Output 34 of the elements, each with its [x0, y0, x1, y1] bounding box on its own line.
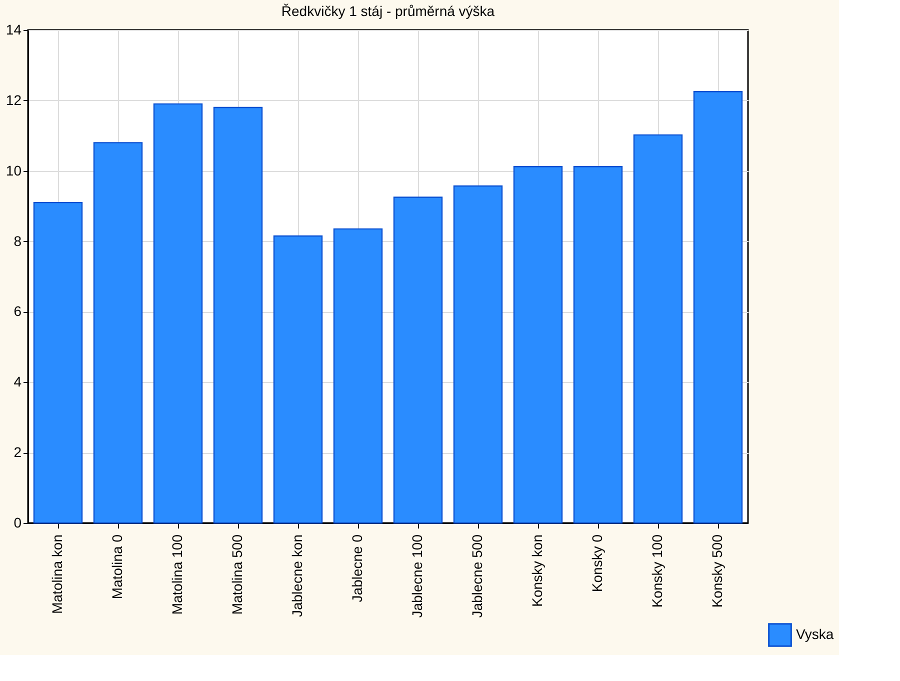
x-tick-label: Matolina kon — [49, 534, 65, 614]
bar — [693, 91, 743, 524]
x-tick-label: Jablecne 100 — [409, 534, 425, 618]
y-tick-label: 8 — [14, 232, 22, 249]
x-tick-label: Matolina 500 — [229, 534, 245, 615]
x-tick-label: Konsky 100 — [649, 534, 665, 608]
legend-label: Vyska — [796, 626, 834, 642]
bar — [153, 103, 203, 524]
x-tick-label: Matolina 0 — [109, 534, 125, 600]
x-tick-label: Jablecne 0 — [349, 534, 365, 602]
y-tick-label: 12 — [6, 92, 22, 108]
bar — [453, 185, 503, 524]
y-tick-label: 6 — [14, 303, 22, 320]
bar — [33, 202, 83, 524]
bar — [393, 196, 443, 524]
x-tick-label: Matolina 100 — [169, 534, 185, 615]
bar — [573, 166, 623, 524]
bar — [213, 106, 263, 524]
x-tick-label: Konsky kon — [529, 534, 545, 607]
y-tick-label: 0 — [14, 514, 22, 530]
y-tick-label: 10 — [6, 162, 22, 178]
x-tick-label: Jablecne 500 — [469, 534, 485, 618]
bar — [633, 134, 683, 524]
y-tick-label: 14 — [6, 22, 22, 38]
x-tick-label: Jablecne kon — [289, 534, 305, 618]
chart-title: Ředkvičky 1 stáj - průměrná výška — [281, 3, 495, 19]
bar — [513, 166, 563, 524]
y-tick-label: 2 — [14, 444, 22, 460]
x-tick-label: Konsky 0 — [589, 534, 605, 592]
x-tick-label: Konsky 500 — [709, 534, 725, 608]
bar — [273, 235, 323, 524]
bar — [333, 228, 383, 524]
bar — [93, 142, 143, 524]
y-tick-label: 4 — [14, 374, 22, 390]
